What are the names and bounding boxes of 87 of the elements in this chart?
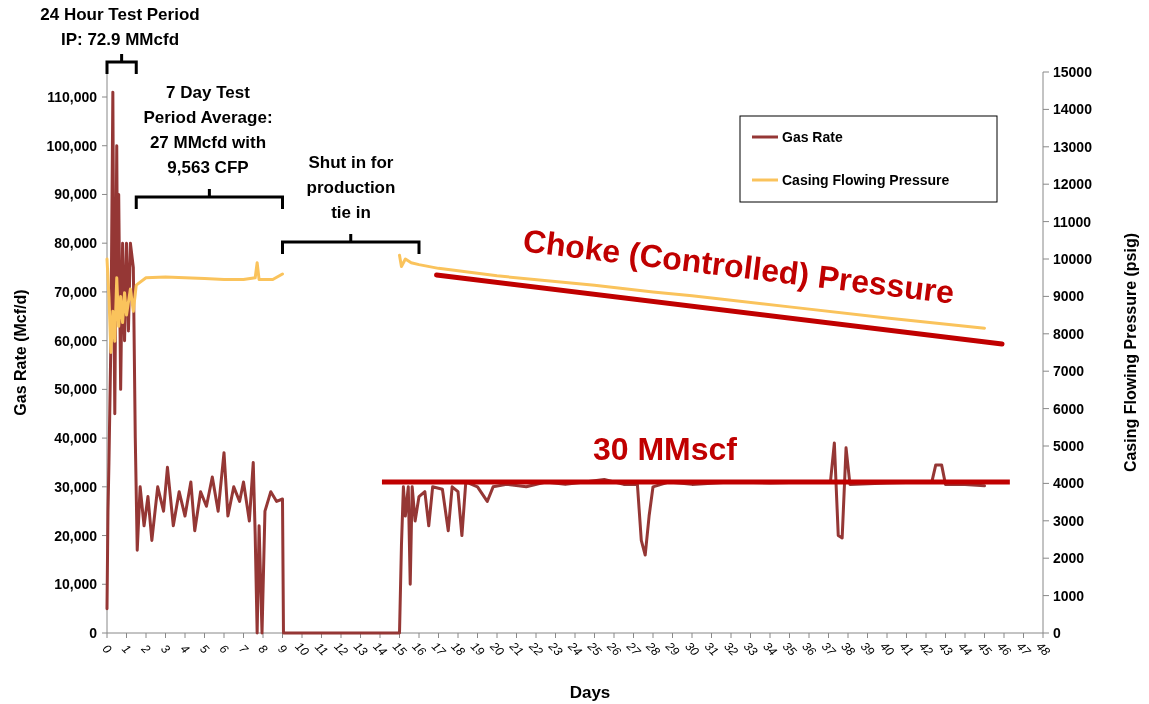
- x-tick-label: 26: [603, 638, 624, 659]
- y-tick-label: 40,000: [54, 430, 98, 447]
- y-tick-label: 90,000: [54, 186, 98, 203]
- y2-tick-label: 0: [1053, 625, 1061, 641]
- x-tick-label: 3: [158, 641, 174, 657]
- x-tick-label: 30: [682, 639, 702, 659]
- x-tick-label: 20: [486, 638, 507, 659]
- x-tick-label: 43: [935, 639, 956, 659]
- x-tick-label: 41: [896, 639, 917, 659]
- y-tick-label: 100,000: [46, 137, 98, 154]
- x-tick-label: 8: [255, 641, 271, 657]
- x-tick-label: 6: [216, 641, 232, 657]
- x-tick-label: 9: [275, 641, 291, 657]
- y2-tick-label: 14000: [1053, 101, 1093, 118]
- x-tick-label: 14: [370, 639, 390, 659]
- y-tick-label: 50,000: [54, 381, 98, 398]
- y2-tick-label: 5000: [1053, 438, 1085, 454]
- y2-axis-title: Casing Flowing Pressure (psig): [1122, 232, 1139, 473]
- x-tick-label: 11: [312, 639, 331, 659]
- x-tick-label: 35: [779, 639, 800, 659]
- y2-tick-label: 10000: [1053, 251, 1093, 267]
- annotation: 7 Day Test Period Average: 27 MMcfd with 9,563 CFP: [143, 83, 273, 177]
- x-tick-label: 47: [1013, 639, 1035, 660]
- y-tick-label: 30,000: [54, 478, 98, 495]
- x-tick-label: 12: [331, 639, 351, 659]
- x-tick-label: 17: [428, 639, 450, 660]
- x-tick-label: 34: [760, 639, 780, 659]
- x-tick-label: 44: [955, 639, 975, 659]
- x-tick-label: 29: [662, 638, 683, 659]
- x-tick-label: 27: [623, 638, 645, 660]
- x-tick-label: 13: [350, 639, 371, 659]
- y2-tick-label: 6000: [1053, 400, 1085, 417]
- x-tick-label: 21: [506, 638, 527, 659]
- annotation: Shut in for production tie in: [306, 153, 396, 222]
- y2-tick-label: 1000: [1053, 587, 1085, 604]
- y2-tick-label: 2000: [1053, 550, 1085, 567]
- x-tick-label: 31: [701, 639, 722, 659]
- y2-tick-label: 15000: [1053, 64, 1093, 80]
- x-tick-label: 48: [1033, 639, 1053, 659]
- x-tick-label: 33: [740, 639, 761, 659]
- x-tick-label: 18: [448, 639, 468, 659]
- x-tick-label: 7: [236, 641, 252, 658]
- legend-label: Casing Flowing Pressure: [782, 172, 950, 188]
- x-tick-label: 40: [877, 639, 897, 659]
- y2-tick-label: 3000: [1053, 512, 1085, 529]
- x-tick-label: 24: [564, 638, 585, 659]
- x-tick-label: 36: [799, 639, 819, 659]
- text: 24 Hour Test Period IP: 72.9 MMcfd: [40, 5, 200, 49]
- x-tick-label: 4: [177, 641, 193, 657]
- x-tick-label: 0: [99, 641, 115, 657]
- y2-tick-label: 12000: [1053, 176, 1093, 193]
- x-tick-label: 22: [525, 638, 546, 659]
- y-tick-label: 60,000: [54, 332, 98, 349]
- x-axis-title: Days: [569, 683, 611, 702]
- x-tick-label: 23: [545, 638, 566, 659]
- x-tick-label: 32: [721, 639, 741, 659]
- y-axis-title: Gas Rate (Mcf/d): [12, 289, 29, 416]
- x-tick-label: 37: [818, 639, 840, 660]
- x-tick-label: 28: [642, 638, 663, 659]
- y2-tick-label: 4000: [1053, 475, 1085, 492]
- y2-tick-label: 13000: [1053, 138, 1093, 155]
- x-tick-label: 45: [974, 639, 995, 659]
- y-tick-label: 0: [89, 625, 98, 641]
- x-tick-label: 5: [197, 641, 213, 657]
- y2-tick-label: 9000: [1053, 288, 1085, 305]
- x-tick-label: 1: [119, 641, 134, 657]
- y-tick-label: 80,000: [54, 235, 98, 252]
- x-tick-label: 42: [916, 639, 936, 659]
- x-tick-label: 2: [137, 640, 154, 657]
- legend-label: Gas Rate: [782, 129, 843, 145]
- y-tick-label: 20,000: [54, 527, 98, 544]
- ref-line-label: 30 MMscf: [592, 430, 738, 467]
- x-tick-label: 16: [409, 639, 429, 659]
- y2-tick-label: 7000: [1053, 363, 1085, 380]
- y2-tick-label: 8000: [1053, 325, 1085, 342]
- y-tick-label: 110,000: [47, 89, 98, 105]
- text: Choke (Controlled) Pressure: [521, 222, 957, 311]
- x-tick-label: 10: [292, 639, 312, 659]
- x-tick-label: 46: [994, 639, 1014, 659]
- y-tick-label: 10,000: [54, 576, 98, 593]
- y-tick-label: 70,000: [54, 283, 98, 300]
- x-tick-label: 19: [467, 639, 488, 659]
- x-tick-label: 15: [389, 639, 410, 659]
- x-tick-label: 39: [857, 639, 878, 659]
- x-tick-label: 25: [584, 638, 605, 659]
- x-tick-label: 38: [838, 639, 858, 659]
- y2-tick-label: 11000: [1053, 213, 1092, 230]
